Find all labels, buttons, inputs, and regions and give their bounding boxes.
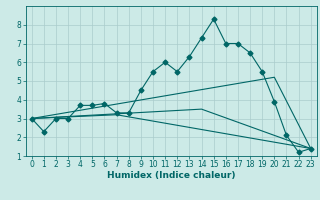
X-axis label: Humidex (Indice chaleur): Humidex (Indice chaleur): [107, 171, 236, 180]
